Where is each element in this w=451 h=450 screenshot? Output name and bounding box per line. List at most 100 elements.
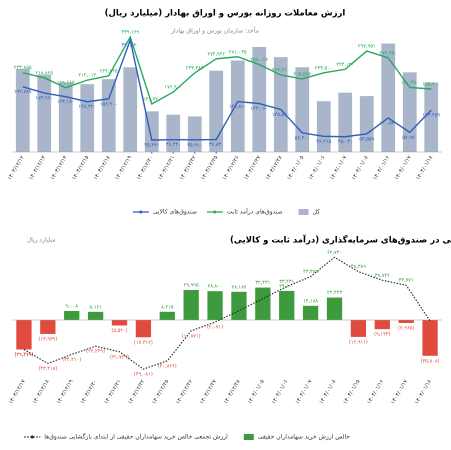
line-value-label: ۱۰۰,۵۲۰: [379, 120, 397, 126]
bar: [359, 96, 374, 152]
chart-source: مأخذ: سازمان بورس و اوراق بهادار: [170, 26, 259, 35]
bar: [295, 67, 310, 152]
legend-label: صندوق‌های کالایی: [153, 209, 197, 216]
line-value-label: ۲۱۵,۵۸۷: [293, 71, 311, 77]
line-value-label: ۲۵۸,۰۶۷: [250, 57, 268, 63]
bar: [381, 43, 396, 152]
line-value-label: ۴۳,۳۸۹: [303, 269, 318, 275]
holiday-mark: *: [215, 152, 218, 158]
legend-dot: [30, 435, 34, 439]
bar-value-label: (۳۵,۸۰۸): [421, 358, 440, 364]
bar-value-label: (۲,۹۶۵): [398, 325, 414, 331]
line-value-label: ۱۹۰,۳۵۰: [401, 80, 419, 86]
line-value-label: ۱۴۸,۸۱۰: [229, 104, 247, 110]
bar: [402, 72, 417, 152]
bar: [16, 320, 32, 350]
bar: [123, 67, 138, 152]
bar: [230, 60, 245, 152]
line-value-label: ۴۶,۲۱۵: [316, 139, 331, 145]
line-value-label: ۲۳۳,۸۵۵: [14, 65, 32, 71]
line-value-label: (۳۱,۷۶۹): [110, 354, 129, 360]
bar: [374, 320, 390, 330]
bar-value-label: ۲۸,۸۰۰: [208, 284, 223, 290]
line-value-label: (۳۴,۴۱۰): [62, 357, 81, 363]
bar-value-label: ۲۹,۹۹۵: [184, 283, 199, 289]
bar-value-label: (۲۹,۴۷۹): [14, 352, 33, 358]
line-value-label: ۳۵,۹۱۰: [187, 142, 202, 148]
line-value-label: ۳۳۰,۱۲۰: [121, 43, 139, 49]
line-value-label: ۱۴۸,۳۲۰: [78, 104, 96, 110]
bar: [159, 311, 175, 320]
chart-title: خالص خرید سهامداران حقیقی در صندوق‌های س…: [230, 234, 451, 246]
bar-value-label: ۱۴,۱۸۸: [303, 298, 318, 304]
line-value-label: ۶۲,۷۳۰: [327, 250, 342, 256]
legend-dot: [139, 210, 143, 214]
line-value-label: ۱۷۳,۹۶۰: [35, 96, 53, 102]
line-value-label: (۲,۰۷۱): [207, 325, 223, 331]
bar-value-label: ۲۲,۴۴۳: [327, 290, 342, 296]
line-value-label: ۳۵,۳۹۱: [144, 143, 159, 149]
bar: [64, 310, 80, 320]
bar: [187, 116, 202, 152]
line-value-label: ۱۵۶,۹۰۰: [100, 101, 118, 107]
legend-label: ارزش تجمعی خالص خرید سهامداران حقیقی از …: [44, 433, 228, 441]
line-value-label: (۴۹,۰۸۱): [134, 372, 153, 378]
line-value-label: (۴۳,۴۱۸): [38, 366, 57, 372]
line-value-label: ۱۷۶,۹۰۰: [164, 85, 182, 91]
legend-label: خالص ارزش خرید سهامداران حقیقی: [258, 434, 350, 441]
line-value-label: ۲۹۷,۹۵۱: [358, 44, 376, 50]
holiday-mark: *: [194, 152, 197, 158]
line-value-label: ۱۶۳,۱۸۰: [57, 99, 75, 105]
line-value-label: (۹۶۳): [424, 323, 436, 329]
line-value-label: ۱۲۵,۵۲۰: [272, 112, 290, 118]
bar: [350, 320, 367, 337]
bar-value-label: (۹,۱۴۳): [374, 332, 390, 338]
line-value-label: ۱۴۳,۰۶۰: [250, 106, 268, 112]
line-value-label: ۲۲۴,۸۴۵: [100, 68, 118, 74]
line-value-label: ۱۴۱,۷۲۰: [143, 96, 161, 102]
bar: [135, 320, 152, 338]
bar: [273, 57, 288, 152]
bar: [111, 320, 128, 326]
bar: [279, 290, 295, 320]
legend-swatch: [243, 434, 254, 440]
bar-value-label: (۵,۵۲۰): [111, 328, 127, 334]
line-value-label: ۳۶,۲۴۰: [166, 142, 181, 148]
bar: [398, 320, 414, 323]
line-value-label: ۹,۲۶۶: [233, 303, 246, 309]
line-value-label: ۳۹,۷۳۶: [375, 273, 390, 279]
holiday-mark: *: [151, 152, 154, 158]
legend-label: کل: [313, 209, 321, 216]
bar: [302, 305, 319, 320]
bar-value-label: (۱۳,۹۳۹): [38, 336, 57, 342]
bar: [37, 74, 52, 152]
legend-label: صندوق‌های درآمد ثابت: [227, 207, 283, 216]
bar: [255, 287, 271, 320]
line-value-label: ۲۴۴,۱۲۰: [336, 62, 354, 68]
line-value-label: ۳۶,۸۳۰: [209, 142, 224, 148]
line-series: [22, 37, 432, 141]
bar: [424, 82, 439, 152]
bar: [166, 114, 181, 152]
line-value-label: ۲۳۳,۳۸۴: [186, 65, 204, 71]
line-value-label: ۲۸۱,۰۳۵: [229, 49, 247, 55]
bar: [252, 46, 267, 152]
line-series: [23, 256, 431, 370]
line-value-label: ۱۲۳,۴۵۹: [422, 113, 440, 119]
bar: [15, 68, 30, 152]
bar: [422, 320, 438, 356]
line-value-label: ۵۷,۹۷۰: [402, 135, 417, 141]
bar: [80, 84, 95, 152]
line-value-label: ۴۵,۰۳۰: [338, 139, 353, 145]
line-value-label: ۲۲۷,۳۱۰: [272, 67, 290, 73]
line-series: [22, 35, 432, 105]
line-value-label: (۲۹,۴۷۹): [14, 352, 33, 358]
line-value-label: ۲۱,۴۵۳: [255, 291, 270, 297]
bar-value-label: ۲۹,۱۰۰: [279, 283, 294, 289]
bar: [316, 101, 331, 152]
line-value-label: ۱۹۲,۷۸۷: [14, 89, 32, 95]
line-value-label: ۲۷۴,۹۴۶: [207, 51, 225, 57]
line-value-label: (۱۰,۸۷۱): [182, 333, 201, 339]
